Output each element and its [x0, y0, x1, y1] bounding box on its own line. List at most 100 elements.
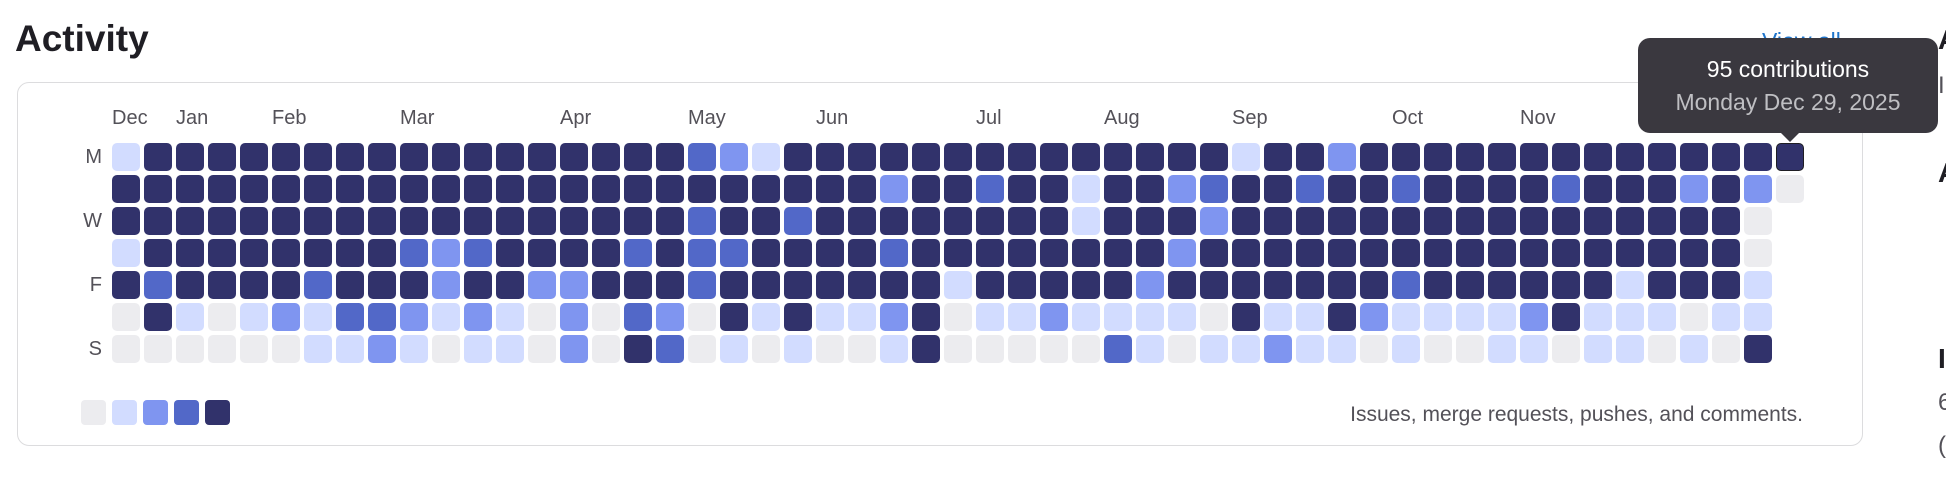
contribution-cell[interactable]: [912, 175, 940, 203]
contribution-cell[interactable]: [1296, 303, 1324, 331]
contribution-cell[interactable]: [1744, 175, 1772, 203]
contribution-cell[interactable]: [624, 271, 652, 299]
contribution-cell[interactable]: [112, 335, 140, 363]
contribution-cell[interactable]: [464, 143, 492, 171]
contribution-cell[interactable]: [176, 271, 204, 299]
contribution-cell[interactable]: [1520, 335, 1548, 363]
contribution-cell[interactable]: [1680, 143, 1708, 171]
contribution-cell[interactable]: [1552, 143, 1580, 171]
contribution-cell[interactable]: [1296, 335, 1324, 363]
contribution-cell[interactable]: [176, 143, 204, 171]
contribution-cell[interactable]: [1072, 143, 1100, 171]
contribution-cell[interactable]: [560, 143, 588, 171]
contribution-cell[interactable]: [1008, 271, 1036, 299]
contribution-cell[interactable]: [656, 303, 684, 331]
contribution-cell[interactable]: [912, 143, 940, 171]
contribution-cell[interactable]: [912, 335, 940, 363]
contribution-cell[interactable]: [1040, 143, 1068, 171]
contribution-cell[interactable]: [432, 207, 460, 235]
contribution-cell[interactable]: [1392, 303, 1420, 331]
contribution-cell[interactable]: [400, 143, 428, 171]
contribution-cell[interactable]: [1680, 335, 1708, 363]
contribution-cell[interactable]: [784, 271, 812, 299]
contribution-cell[interactable]: [848, 239, 876, 267]
contribution-cell[interactable]: [944, 175, 972, 203]
contribution-cell[interactable]: [1744, 143, 1772, 171]
contribution-cell[interactable]: [176, 207, 204, 235]
contribution-cell[interactable]: [1264, 335, 1292, 363]
contribution-cell[interactable]: [368, 335, 396, 363]
contribution-cell[interactable]: [1232, 239, 1260, 267]
contribution-cell[interactable]: [1136, 175, 1164, 203]
contribution-cell[interactable]: [496, 207, 524, 235]
contribution-cell[interactable]: [1680, 303, 1708, 331]
contribution-cell[interactable]: [336, 271, 364, 299]
contribution-cell[interactable]: [1584, 175, 1612, 203]
contribution-cell[interactable]: [1136, 207, 1164, 235]
contribution-cell[interactable]: [304, 271, 332, 299]
contribution-cell[interactable]: [1232, 335, 1260, 363]
contribution-cell[interactable]: [400, 207, 428, 235]
contribution-cell[interactable]: [1616, 239, 1644, 267]
contribution-cell[interactable]: [1488, 303, 1516, 331]
contribution-cell[interactable]: [1232, 207, 1260, 235]
contribution-cell[interactable]: [336, 303, 364, 331]
contribution-cell[interactable]: [976, 207, 1004, 235]
contribution-cell[interactable]: [752, 207, 780, 235]
contribution-cell[interactable]: [784, 335, 812, 363]
contribution-cell[interactable]: [1488, 335, 1516, 363]
contribution-cell[interactable]: [1616, 207, 1644, 235]
contribution-cell[interactable]: [624, 143, 652, 171]
contribution-cell[interactable]: [144, 175, 172, 203]
contribution-cell[interactable]: [688, 175, 716, 203]
contribution-cell[interactable]: [1456, 207, 1484, 235]
contribution-cell[interactable]: [1328, 239, 1356, 267]
contribution-cell[interactable]: [1616, 303, 1644, 331]
contribution-cell[interactable]: [1424, 143, 1452, 171]
contribution-cell[interactable]: [784, 239, 812, 267]
contribution-cell[interactable]: [944, 271, 972, 299]
contribution-cell[interactable]: [1520, 303, 1548, 331]
contribution-cell[interactable]: [1104, 239, 1132, 267]
contribution-cell[interactable]: [304, 207, 332, 235]
contribution-cell[interactable]: [1744, 271, 1772, 299]
contribution-cell[interactable]: [368, 239, 396, 267]
contribution-cell[interactable]: [1264, 207, 1292, 235]
contribution-cell[interactable]: [912, 239, 940, 267]
contribution-cell[interactable]: [1328, 143, 1356, 171]
contribution-cell[interactable]: [624, 303, 652, 331]
contribution-cell[interactable]: [1328, 175, 1356, 203]
contribution-cell[interactable]: [112, 207, 140, 235]
contribution-cell[interactable]: [656, 207, 684, 235]
contribution-cell[interactable]: [976, 271, 1004, 299]
contribution-cell[interactable]: [1648, 239, 1676, 267]
contribution-cell[interactable]: [1296, 207, 1324, 235]
contribution-cell[interactable]: [1584, 239, 1612, 267]
contribution-cell[interactable]: [816, 143, 844, 171]
contribution-cell[interactable]: [368, 143, 396, 171]
contribution-cell[interactable]: [560, 175, 588, 203]
contribution-cell[interactable]: [720, 143, 748, 171]
contribution-cell[interactable]: [1648, 271, 1676, 299]
contribution-cell[interactable]: [1072, 271, 1100, 299]
contribution-cell[interactable]: [176, 335, 204, 363]
contribution-cell[interactable]: [560, 335, 588, 363]
contribution-cell[interactable]: [1168, 143, 1196, 171]
contribution-cell[interactable]: [688, 335, 716, 363]
contribution-cell[interactable]: [336, 239, 364, 267]
contribution-cell[interactable]: [944, 335, 972, 363]
contribution-cell[interactable]: [1232, 175, 1260, 203]
contribution-cell[interactable]: [848, 175, 876, 203]
contribution-cell[interactable]: [1552, 239, 1580, 267]
contribution-cell[interactable]: [592, 239, 620, 267]
contribution-cell[interactable]: [1392, 143, 1420, 171]
contribution-cell[interactable]: [176, 303, 204, 331]
contribution-cell[interactable]: [1680, 175, 1708, 203]
contribution-cell[interactable]: [1456, 239, 1484, 267]
contribution-cell[interactable]: [976, 143, 1004, 171]
contribution-cell[interactable]: [1328, 335, 1356, 363]
contribution-cell[interactable]: [144, 303, 172, 331]
contribution-cell[interactable]: [1104, 175, 1132, 203]
contribution-cell[interactable]: [1296, 175, 1324, 203]
contribution-cell[interactable]: [464, 335, 492, 363]
